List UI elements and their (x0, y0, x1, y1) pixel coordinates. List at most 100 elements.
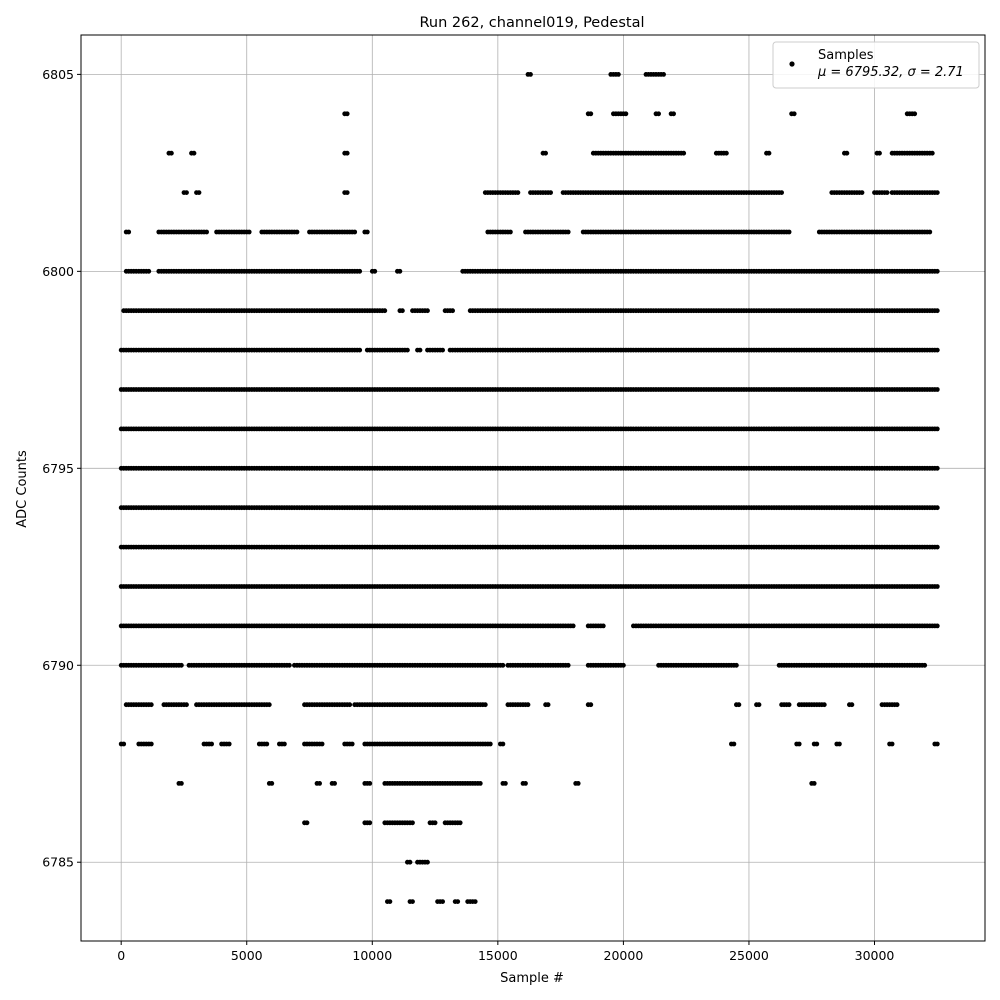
data-point (731, 741, 737, 747)
data-point (844, 150, 850, 156)
data-point (387, 899, 393, 904)
data-point (287, 662, 292, 668)
data-point (724, 150, 729, 156)
data-point (849, 702, 855, 708)
data-point (148, 702, 154, 708)
data-point (440, 899, 445, 904)
data-point (352, 229, 358, 235)
x-tick-label: 15000 (478, 948, 518, 963)
legend-stats-label: μ = 6795.32, σ = 2.71 (817, 65, 964, 80)
data-point (357, 347, 363, 353)
data-point (934, 505, 940, 511)
data-point (500, 662, 506, 668)
data-point (269, 781, 275, 786)
data-point (347, 702, 353, 708)
data-point (397, 268, 403, 274)
data-point (621, 662, 626, 668)
data-point (922, 662, 928, 668)
data-point (588, 111, 594, 117)
data-point (934, 308, 940, 314)
data-point (779, 190, 784, 196)
data-point (364, 229, 370, 235)
data-point (266, 702, 272, 708)
data-point (548, 190, 553, 196)
data-point (357, 268, 363, 274)
data-point (736, 702, 742, 708)
data-point (344, 150, 350, 156)
data-point (934, 347, 940, 353)
data-point (791, 111, 797, 117)
data-point (545, 702, 551, 708)
data-point (344, 111, 350, 117)
data-point (400, 308, 405, 314)
data-point (656, 111, 661, 117)
data-point (734, 662, 739, 668)
data-point (934, 190, 940, 196)
y-tick-label: 6805 (42, 67, 74, 82)
data-point (407, 859, 413, 865)
data-point (191, 150, 197, 156)
data-point (821, 702, 827, 708)
data-point (786, 702, 792, 708)
data-point (487, 741, 493, 747)
data-point (410, 899, 415, 904)
data-point (796, 741, 802, 747)
data-point (367, 781, 373, 786)
data-point (894, 702, 900, 708)
data-point (912, 111, 918, 117)
data-point (410, 820, 415, 826)
data-point (934, 741, 940, 747)
data-point (934, 544, 940, 550)
y-tick-label: 6795 (42, 461, 74, 476)
data-point (332, 781, 337, 786)
data-point (405, 347, 410, 353)
data-point (126, 229, 132, 235)
data-point (565, 229, 571, 235)
data-point (184, 190, 189, 196)
data-point (455, 899, 461, 904)
data-point (204, 229, 210, 235)
data-point (226, 741, 232, 747)
data-point (600, 623, 606, 629)
data-point (523, 781, 528, 786)
data-point (766, 150, 772, 156)
data-point (440, 347, 445, 353)
data-point (756, 702, 762, 708)
data-point (929, 150, 935, 156)
legend: Samples μ = 6795.32, σ = 2.71 (772, 41, 980, 89)
data-point (661, 72, 666, 77)
data-points (118, 72, 940, 904)
data-point (209, 741, 215, 747)
data-point (179, 662, 184, 668)
data-point (282, 741, 287, 747)
x-tick-label: 10000 (352, 948, 392, 963)
y-axis-label: ADC Counts (15, 450, 30, 528)
data-point (121, 741, 127, 747)
data-point (525, 702, 531, 708)
data-point (515, 190, 521, 196)
data-point (623, 111, 629, 117)
data-point (425, 308, 430, 314)
data-point (877, 150, 882, 156)
data-point (169, 150, 174, 156)
data-point (811, 781, 817, 786)
y-tick-label: 6800 (42, 264, 74, 279)
data-point (432, 820, 438, 826)
data-point (814, 741, 820, 747)
data-point (934, 268, 940, 274)
data-point (927, 229, 933, 235)
data-point (565, 662, 571, 668)
data-point (575, 781, 581, 786)
data-point (317, 781, 322, 786)
data-point (884, 190, 890, 196)
data-point (508, 229, 513, 235)
data-point (196, 190, 202, 196)
data-point (382, 308, 388, 314)
data-point (671, 111, 676, 117)
data-point (543, 150, 548, 156)
data-point (477, 781, 483, 786)
x-axis-label: Sample # (500, 971, 564, 986)
data-point (616, 72, 621, 77)
